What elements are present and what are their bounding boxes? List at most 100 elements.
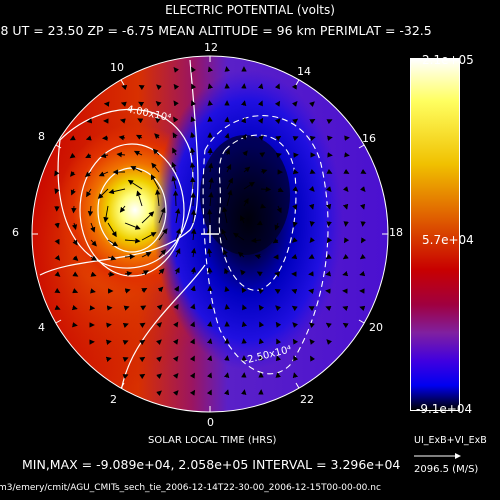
velocity-vector (241, 133, 247, 140)
colorbar-max-label: 2.1e+05 (422, 53, 474, 67)
velocity-vector (308, 288, 315, 294)
velocity-vector (325, 253, 332, 260)
velocity-vector (190, 285, 196, 292)
velocity-vector (108, 188, 126, 195)
colorbar-mid-label: 5.7e+04 (422, 233, 474, 247)
velocity-vector (190, 100, 196, 107)
velocity-vector (86, 188, 92, 198)
velocity-vector (292, 338, 299, 345)
velocity-vector (155, 100, 162, 107)
velocity-vector (135, 134, 143, 140)
velocity-vector (224, 303, 230, 310)
x-axis-label: SOLAR LOCAL TIME (HRS) (148, 435, 277, 446)
clock-tick (358, 144, 365, 149)
velocity-vector (360, 237, 367, 244)
velocity-vector (69, 135, 76, 141)
velocity-vector (139, 339, 146, 346)
velocity-vector (90, 271, 97, 277)
velocity-vector (259, 321, 265, 328)
velocity-vector (173, 303, 179, 310)
velocity-vector (326, 237, 333, 244)
velocity-vector (172, 338, 179, 345)
velocity-vector (100, 152, 109, 159)
velocity-vector (156, 339, 162, 345)
velocity-vector (206, 389, 212, 396)
colorbar (410, 58, 460, 411)
velocity-vector (291, 101, 298, 107)
velocity-vector (172, 390, 179, 396)
velocity-vector (309, 237, 316, 244)
velocity-vector (189, 389, 196, 396)
velocity-vector (157, 286, 164, 293)
velocity-vector (116, 151, 126, 158)
velocity-vector (342, 322, 349, 329)
velocity-vector (190, 116, 196, 123)
velocity-vector (325, 271, 332, 277)
velocity-vector (175, 208, 181, 224)
velocity-vector (224, 66, 230, 72)
velocity-vector (224, 132, 230, 139)
velocity-vector (119, 205, 126, 213)
clock-label-20: 20 (369, 321, 383, 334)
velocity-vector (122, 374, 129, 380)
velocity-vector (206, 372, 212, 379)
velocity-vector (173, 100, 179, 107)
velocity-vector (190, 266, 197, 275)
velocity-vector (260, 169, 268, 175)
velocity-vector (276, 205, 282, 214)
velocity-vector (105, 339, 112, 345)
velocity-vector (54, 222, 60, 229)
velocity-vectors (54, 66, 367, 397)
velocity-vector (206, 355, 213, 362)
velocity-vector (226, 189, 233, 207)
velocity-vector (342, 271, 349, 277)
velocity-vector (293, 355, 299, 362)
velocity-vector (325, 322, 332, 329)
velocity-vector (122, 340, 129, 346)
velocity-vector (175, 248, 181, 258)
velocity-vector (226, 163, 232, 173)
clock-label-18: 18 (389, 226, 403, 239)
velocity-vector (360, 168, 367, 174)
velocity-vector (292, 136, 299, 142)
clock-label-8: 8 (38, 130, 45, 143)
clock-label-10: 10 (110, 61, 124, 74)
velocity-vector (90, 255, 98, 261)
velocity-vector (124, 253, 136, 260)
velocity-vector (136, 190, 143, 207)
velocity-vector (359, 203, 366, 210)
velocity-vector (309, 119, 316, 125)
potential-field (32, 56, 388, 412)
velocity-vector (155, 189, 161, 207)
clock-label-0: 0 (207, 416, 214, 429)
velocity-vector (139, 322, 146, 328)
velocity-vector (173, 83, 180, 90)
velocity-vector (174, 267, 180, 275)
velocity-vector (156, 356, 162, 363)
velocity-vector (309, 135, 316, 142)
velocity-vector (224, 267, 230, 275)
velocity-vector (54, 238, 60, 245)
velocity-vector (258, 135, 264, 141)
colorbar-min-label: -9.1e+04 (416, 402, 473, 416)
velocity-vector (258, 304, 265, 311)
velocity-vector (274, 271, 281, 277)
velocity-vector (207, 100, 213, 106)
velocity-vector (308, 203, 315, 210)
velocity-vector (258, 83, 264, 90)
velocity-vector (118, 135, 126, 141)
velocity-vector (326, 168, 333, 174)
velocity-vector (260, 186, 272, 192)
velocity-vector (207, 147, 213, 156)
velocity-vector (175, 228, 181, 241)
velocity-vector (343, 237, 350, 244)
velocity-vector (138, 85, 145, 91)
negative-contours (202, 115, 329, 375)
velocity-vector (272, 238, 279, 244)
velocity-vector (54, 254, 61, 261)
clock-tick (120, 79, 125, 86)
velocity-vector (243, 198, 249, 207)
velocity-vector (69, 152, 76, 159)
velocity-vector (156, 322, 162, 328)
